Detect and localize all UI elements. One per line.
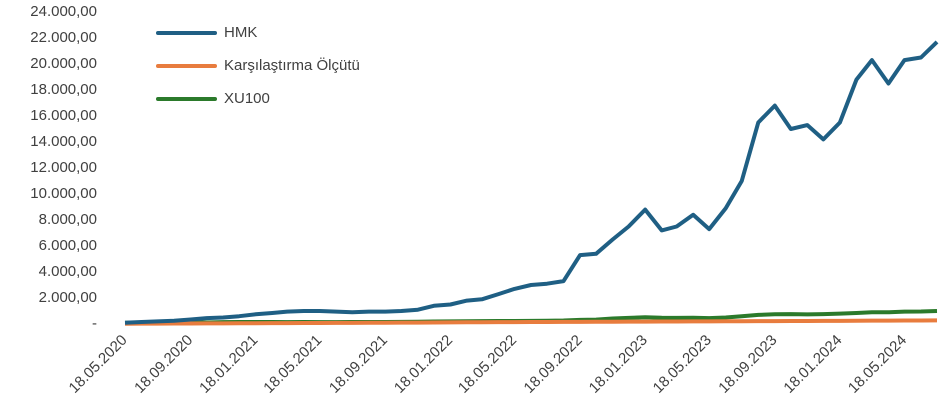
y-tick-label: 16.000,00 <box>30 107 97 124</box>
y-tick-label: 24.000,00 <box>30 3 97 20</box>
x-tick-label: 18.01.2023 <box>586 332 651 397</box>
legend-label: Karşılaştırma Ölçütü <box>224 56 360 74</box>
y-tick-label: 8.000,00 <box>39 211 97 228</box>
x-tick-label: 18.05.2023 <box>650 332 715 397</box>
y-tick-label: 14.000,00 <box>30 133 97 150</box>
y-tick-label: 18.000,00 <box>30 81 97 98</box>
legend-label: HMK <box>224 24 257 41</box>
y-tick-label: 6.000,00 <box>39 237 97 254</box>
series-line <box>124 318 938 326</box>
x-tick-label: 18.05.2022 <box>455 332 520 397</box>
x-tick-label: 18.09.2021 <box>326 332 391 397</box>
y-tick-label: 2.000,00 <box>39 289 97 306</box>
x-tick-label: 18.09.2023 <box>715 332 780 397</box>
legend-label: XU100 <box>224 90 270 107</box>
x-tick-label: 18.09.2022 <box>521 332 586 397</box>
x-tick-label: 18.05.2021 <box>260 332 325 397</box>
y-tick-label: - <box>92 315 97 332</box>
x-tick-label: 18.05.2024 <box>845 332 910 397</box>
x-tick-label: 18.05.2020 <box>66 332 131 397</box>
series-line <box>124 40 939 325</box>
x-tick-label: 18.09.2020 <box>131 332 196 397</box>
x-tick-label: 18.01.2022 <box>391 332 456 397</box>
x-tick-label: 18.01.2024 <box>780 332 845 397</box>
y-tick-label: 22.000,00 <box>30 29 97 46</box>
y-tick-label: 12.000,00 <box>30 159 97 176</box>
y-tick-label: 20.000,00 <box>30 55 97 72</box>
y-tick-label: 10.000,00 <box>30 185 97 202</box>
y-tick-label: 4.000,00 <box>39 263 97 280</box>
x-tick-label: 18.01.2021 <box>196 332 261 397</box>
